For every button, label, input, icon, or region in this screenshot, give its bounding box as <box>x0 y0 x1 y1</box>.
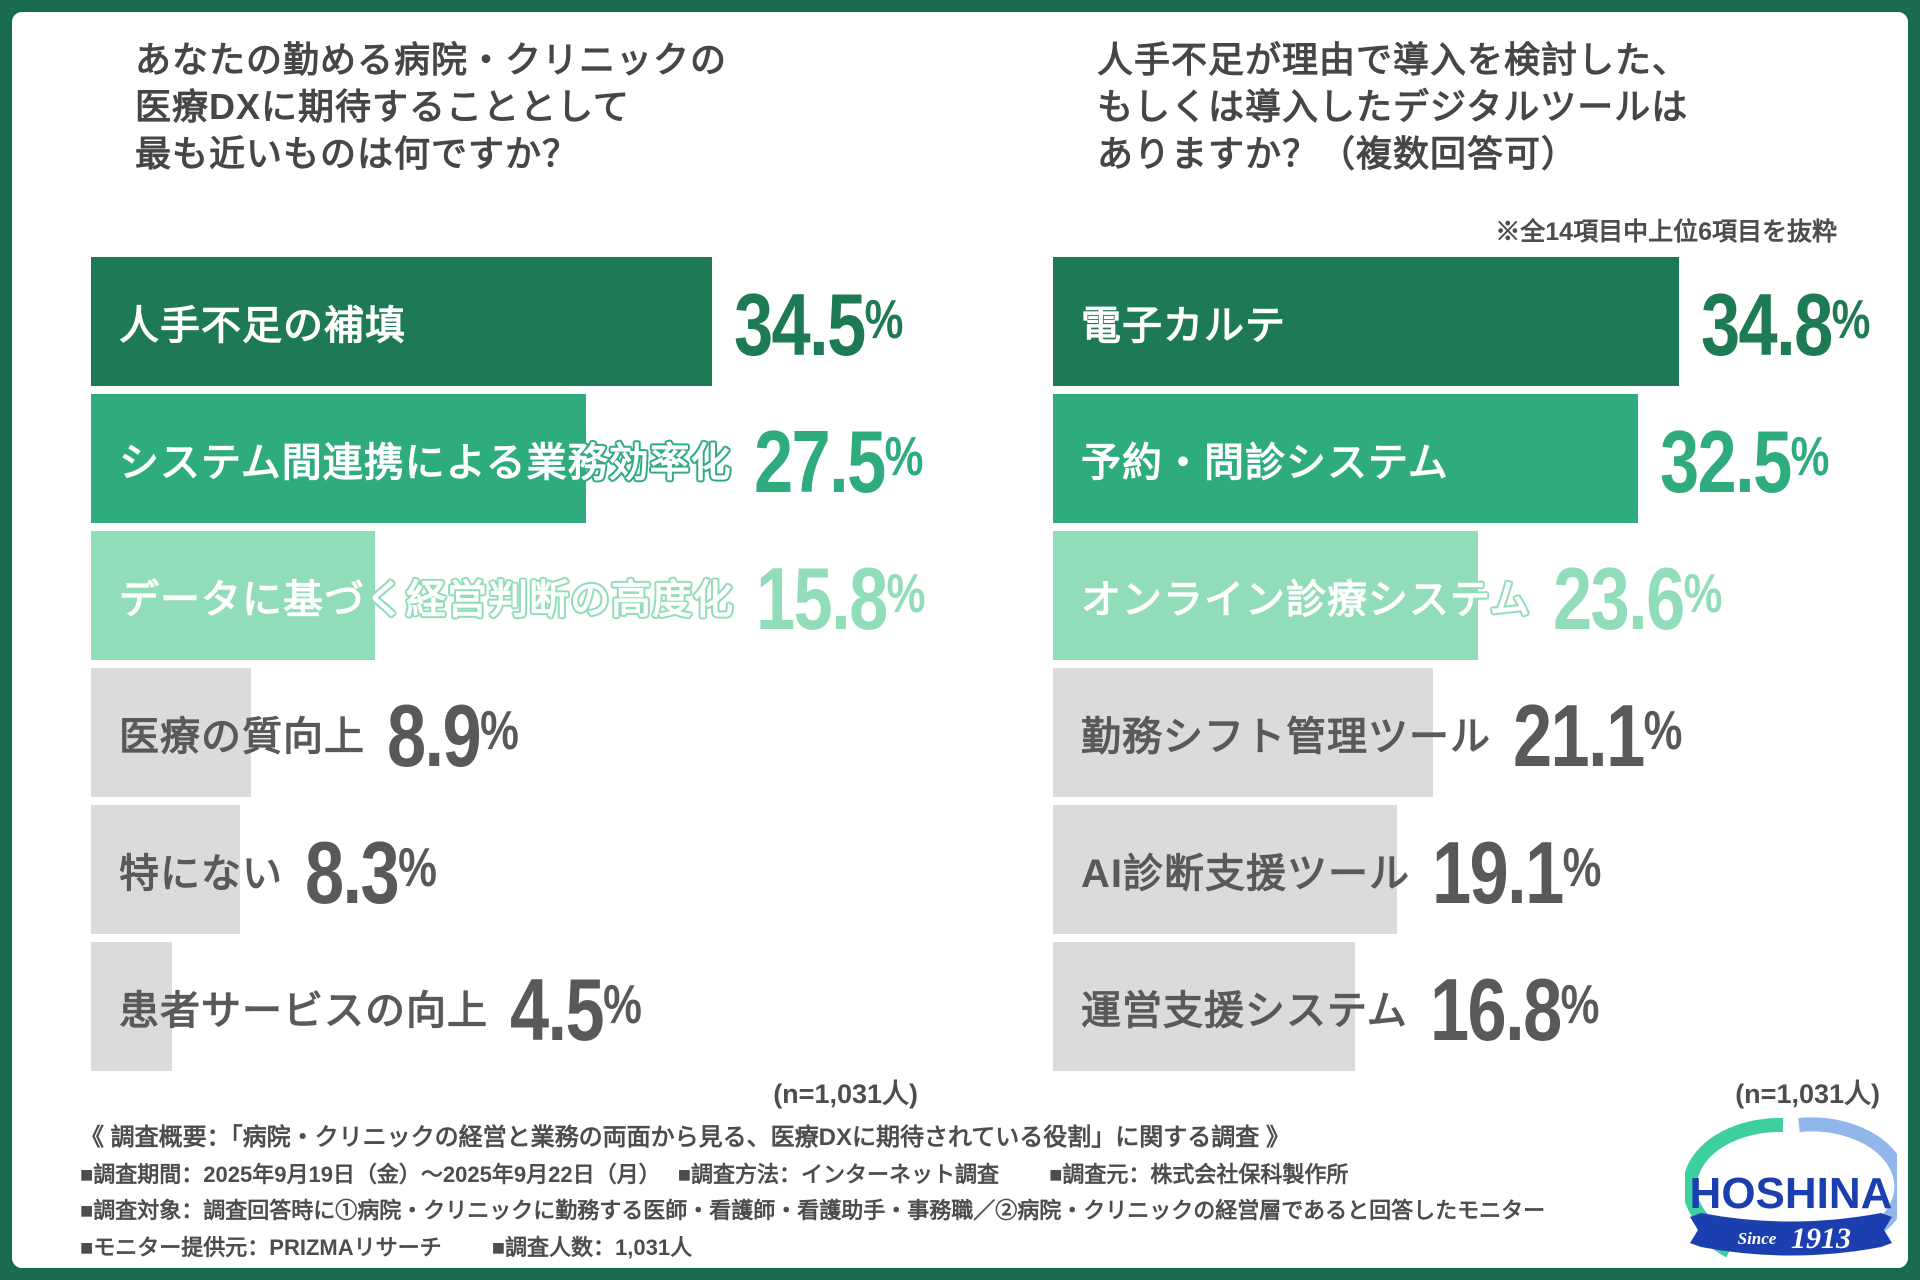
bar-label: システム間連携による業務効率化 <box>119 440 732 485</box>
bar-value: 4.5% <box>510 959 642 1061</box>
bar-label: 人手不足の補填 <box>119 303 406 348</box>
bar-row: 勤務シフト管理ツール 21.1% <box>1053 668 1893 797</box>
bar-value: 15.8% <box>756 548 925 650</box>
bar-value-number: 8.3 <box>305 822 400 922</box>
bar-value: 16.8% <box>1430 959 1599 1061</box>
bar-value-number: 21.1 <box>1513 685 1645 785</box>
bar-label: 特にない <box>119 851 283 896</box>
right-chart-title-line2: もしくは導入したデジタルツールは <box>1097 86 1689 127</box>
bar-label: 医療の質向上 <box>119 714 365 759</box>
bar <box>1053 257 1680 386</box>
bar-value-number: 34.8 <box>1701 274 1833 374</box>
percent-sign: % <box>1832 289 1871 351</box>
bar-row: 患者サービスの向上 4.5% <box>91 942 931 1071</box>
left-chart-title-line1: あなたの勤める病院・クリニックの <box>135 39 728 80</box>
bar-value: 21.1% <box>1513 685 1682 787</box>
footer-line-target: ■調査対象：調査回答時に①病院・クリニックに勤務する医師・看護師・看護助手・事務… <box>80 1198 1546 1223</box>
bar-row: 人手不足の補填 34.5% <box>91 257 931 386</box>
bar <box>1053 668 1433 797</box>
logo-since-prefix: Since <box>1738 1229 1777 1248</box>
bar-label: 電子カルテ <box>1081 303 1286 348</box>
bar-row: AI診断支援ツール 19.1% <box>1053 805 1893 934</box>
bar-value-number: 32.5 <box>1660 411 1792 511</box>
percent-sign: % <box>1643 700 1683 762</box>
bar-label: 勤務シフト管理ツール <box>1081 714 1491 759</box>
percent-sign: % <box>1683 563 1723 625</box>
left-chart-title: あなたの勤める病院・クリニックの 医療DXに期待することとして 最も近いものは何… <box>135 36 727 177</box>
logo-blue-swoosh-icon <box>1798 1117 1897 1241</box>
percent-sign: % <box>884 426 924 488</box>
bar-value: 34.8% <box>1701 274 1870 376</box>
left-chart-n-label: (n=1,031人) <box>773 1079 918 1109</box>
bar <box>91 394 586 523</box>
right-chart-note: ※全14項目中上位6項目を抜粋 <box>1495 218 1837 246</box>
bar-value-number: 34.5 <box>734 274 866 374</box>
bar-row: オンライン診療システム 23.6% <box>1053 531 1893 660</box>
bar-row: データに基づく経営判断の高度化 15.8% <box>91 531 931 660</box>
logo-ribbon <box>1690 1213 1892 1256</box>
footer-line-monitor-count: ■モニター提供元：PRIZMAリサーチ ■調査人数：1,031人 <box>80 1234 693 1260</box>
bar <box>1053 394 1638 523</box>
bar <box>91 805 241 934</box>
hoshina-logo: HOSHINA Since 1913 <box>1685 1117 1897 1258</box>
bar-value-number: 23.6 <box>1553 548 1685 648</box>
bar-label: データに基づく経営判断の高度化 <box>119 577 734 622</box>
survey-overview-footer: 《 調査概要：「病院・クリニックの経営と業務の両面から見る、医療DXに期待されて… <box>80 1120 1545 1266</box>
right-chart-title-line1: 人手不足が理由で導入を検討した、 <box>1097 39 1690 80</box>
left-chart-title-line3: 最も近いものは何ですか？ <box>135 133 580 174</box>
footer-line-overview: 《 調査概要：「病院・クリニックの経営と業務の両面から見る、医療DXに期待されて… <box>80 1124 1290 1151</box>
bar-value-number: 27.5 <box>754 411 886 511</box>
bar-label: AI診断支援ツール <box>1081 851 1410 896</box>
bar <box>1053 531 1478 660</box>
logo-wordmark: HOSHINA <box>1690 1169 1893 1218</box>
left-chart-title-line2: 医療DXに期待することとして <box>135 86 630 127</box>
bar-label: 運営支援システム <box>1081 988 1408 1033</box>
bar-row: 予約・問診システム 32.5% <box>1053 394 1893 523</box>
bar-label: 患者サービスの向上 <box>119 988 488 1033</box>
bar <box>91 531 376 660</box>
bar-value: 8.3% <box>305 822 437 924</box>
logo-teal-swoosh-icon <box>1685 1117 1784 1236</box>
bar-row: システム間連携による業務効率化 27.5% <box>91 394 931 523</box>
bar-value: 19.1% <box>1432 822 1601 924</box>
bar <box>91 257 712 386</box>
bar-value-number: 8.9 <box>387 685 482 785</box>
percent-sign: % <box>1560 974 1600 1036</box>
right-chart-title-line3: ありますか？（複数回答可） <box>1097 133 1579 174</box>
percent-sign: % <box>603 974 642 1036</box>
bar-row: 医療の質向上 8.9% <box>91 668 931 797</box>
right-chart-n-label: (n=1,031人) <box>1735 1079 1880 1109</box>
bar-label: 予約・問診システム <box>1081 440 1449 485</box>
bar-value: 8.9% <box>387 685 519 787</box>
bar-value: 27.5% <box>754 411 923 513</box>
percent-sign: % <box>1790 426 1830 488</box>
left-chart-bars: 人手不足の補填 34.5% システム間連携による業務効率化 27.5% データに基づく経… <box>91 257 931 1079</box>
footer-line-period-method-source: ■調査期間：2025年9月19日（金）〜2025年9月22日（月） ■調査方法：… <box>80 1161 1349 1187</box>
bar <box>1053 805 1397 934</box>
bar-value-number: 4.5 <box>510 959 605 1059</box>
right-chart-title: 人手不足が理由で導入を検討した、 もしくは導入したデジタルツールは ありますか？… <box>1097 36 1689 177</box>
percent-sign: % <box>1562 837 1602 899</box>
bar-value-number: 16.8 <box>1430 959 1562 1059</box>
bar-value: 34.5% <box>734 274 903 376</box>
percent-sign: % <box>886 563 926 625</box>
bar-value-number: 15.8 <box>756 548 888 648</box>
bar <box>91 942 172 1071</box>
logo-since-year: 1913 <box>1791 1222 1851 1255</box>
bar-value-number: 19.1 <box>1432 822 1564 922</box>
bar-row: 電子カルテ 34.8% <box>1053 257 1893 386</box>
bar-value: 23.6% <box>1553 548 1722 650</box>
percent-sign: % <box>480 700 519 762</box>
percent-sign: % <box>398 837 437 899</box>
bar-row: 運営支援システム 16.8% <box>1053 942 1893 1071</box>
bar <box>1053 942 1356 1071</box>
percent-sign: % <box>864 289 904 351</box>
bar-label: オンライン診療システム <box>1081 577 1531 622</box>
bar-row: 特にない 8.3% <box>91 805 931 934</box>
bar-value: 32.5% <box>1660 411 1829 513</box>
right-chart-bars: 電子カルテ 34.8% 予約・問診システム 32.5% オンライン診療システム 23.6%… <box>1053 257 1893 1079</box>
bar <box>91 668 252 797</box>
